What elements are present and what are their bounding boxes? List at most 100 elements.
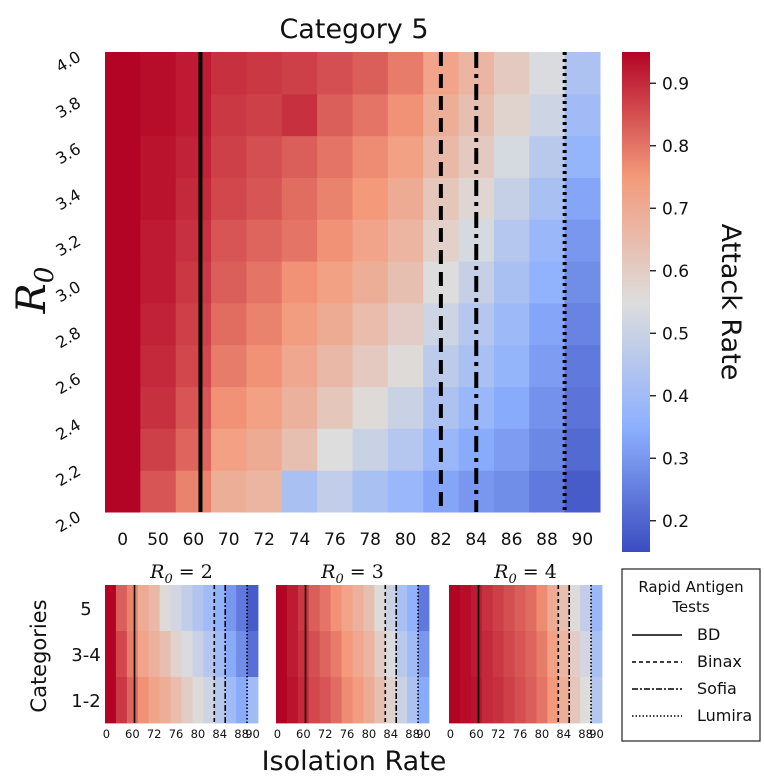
heatmap-cell bbox=[341, 585, 353, 632]
heatmap-cell bbox=[514, 631, 526, 678]
heatmap-cell bbox=[387, 470, 424, 513]
heatmap-cell bbox=[352, 302, 389, 346]
heatmap-cell bbox=[564, 135, 601, 178]
y-tick-label: 4.0 bbox=[52, 47, 84, 76]
x-tick-label: 0 bbox=[447, 727, 454, 741]
small-multiples-x-label: Isolation Rate bbox=[262, 746, 447, 777]
y-tick-label: 2.4 bbox=[52, 415, 84, 444]
x-tick-label: 82 bbox=[430, 530, 452, 550]
heatmap-cell bbox=[459, 631, 472, 678]
heatmap-cell bbox=[374, 631, 386, 678]
heatmap-cell bbox=[341, 631, 353, 678]
heatmap-cell bbox=[396, 631, 408, 678]
heatmap-cell bbox=[211, 93, 247, 137]
heatmap-cell bbox=[481, 631, 494, 678]
heatmap-cell bbox=[564, 219, 601, 262]
heatmap-cell bbox=[246, 135, 283, 178]
main-test-lines bbox=[198, 52, 567, 512]
heatmap-cell bbox=[319, 585, 332, 632]
y-tick-label: 3.8 bbox=[52, 93, 84, 122]
heatmap-cell bbox=[317, 219, 353, 262]
x-tick-label: 80 bbox=[362, 727, 377, 741]
heatmap-cell bbox=[317, 302, 353, 346]
heatmap-cell bbox=[175, 344, 212, 388]
legend-label: BD bbox=[697, 625, 720, 644]
heatmap-cell bbox=[374, 677, 386, 724]
heatmap-cell bbox=[211, 302, 247, 346]
heatmap-cell bbox=[569, 631, 581, 678]
x-tick-label: 72 bbox=[491, 727, 506, 741]
heatmap-cell bbox=[529, 219, 566, 262]
heatmap-cell bbox=[170, 677, 182, 724]
heatmap-cell bbox=[449, 631, 461, 678]
heatmap-cell bbox=[140, 344, 177, 388]
heatmap-cell bbox=[105, 177, 141, 220]
y-tick-label: 2.8 bbox=[52, 323, 84, 352]
heatmap-cell bbox=[281, 302, 318, 346]
panel-title: R0 = 4 bbox=[493, 561, 557, 587]
heatmap-cell bbox=[214, 585, 226, 632]
heatmap-cell bbox=[246, 386, 283, 429]
x-tick-label: 0 bbox=[103, 727, 110, 741]
heatmap-cell bbox=[246, 302, 283, 346]
heatmap-cell bbox=[192, 631, 204, 678]
heatmap-cell bbox=[175, 261, 212, 304]
x-tick-label: 70 bbox=[218, 530, 240, 550]
heatmap-cell bbox=[352, 219, 389, 262]
colorbar-tick-label: 0.5 bbox=[662, 324, 689, 344]
heatmap-cell bbox=[140, 470, 177, 513]
main-y-ticks: 2.02.22.42.62.83.03.23.43.63.84.0 bbox=[52, 47, 84, 536]
y-tick-label: 2.6 bbox=[52, 369, 84, 398]
heatmap-cell bbox=[308, 677, 321, 724]
heatmap-cell bbox=[105, 470, 141, 513]
heatmap-cell bbox=[317, 177, 353, 220]
y-tick-label: 3.4 bbox=[52, 185, 84, 214]
heatmap-cell bbox=[580, 585, 592, 632]
heatmap-cell bbox=[470, 677, 483, 724]
heatmap-cell bbox=[175, 302, 212, 346]
heatmap-cell bbox=[192, 585, 204, 632]
colorbar-tick-label: 0.6 bbox=[662, 262, 689, 282]
heatmap-cell bbox=[175, 219, 212, 262]
heatmap-cell bbox=[564, 302, 601, 346]
heatmap-cell bbox=[352, 470, 389, 513]
heatmap-cell bbox=[126, 631, 139, 678]
heatmap-cell bbox=[236, 631, 248, 678]
colorbar-tick-label: 0.9 bbox=[662, 74, 689, 94]
heatmap-cell bbox=[525, 585, 537, 632]
legend-label: Binax bbox=[697, 652, 742, 671]
main-y-label-subscript: 0 bbox=[30, 267, 60, 284]
heatmap-cell bbox=[481, 585, 494, 632]
heatmap-cell bbox=[126, 677, 139, 724]
heatmap-cell bbox=[225, 585, 237, 632]
heatmap-cell bbox=[281, 386, 318, 429]
heatmap-cell bbox=[418, 631, 430, 678]
x-tick-label: 60 bbox=[469, 727, 484, 741]
heatmap-cell bbox=[308, 585, 321, 632]
x-tick-label: 72 bbox=[318, 727, 333, 741]
heatmap-cell bbox=[297, 631, 310, 678]
y-tick-label: 3.2 bbox=[52, 231, 84, 260]
heatmap-cell bbox=[175, 135, 212, 178]
y-tick-label: 2.0 bbox=[52, 507, 84, 536]
heatmap-cell bbox=[281, 52, 318, 95]
heatmap-cell bbox=[211, 52, 247, 95]
heatmap-cell bbox=[330, 631, 342, 678]
x-tick-label: 76 bbox=[169, 727, 184, 741]
heatmap-cell bbox=[591, 585, 603, 632]
heatmap-cell bbox=[211, 261, 247, 304]
heatmap-cell bbox=[493, 386, 530, 429]
heatmap-cell bbox=[352, 177, 389, 220]
heatmap-cell bbox=[529, 135, 566, 178]
heatmap-cell bbox=[211, 135, 247, 178]
heatmap-cell bbox=[247, 631, 259, 678]
heatmap-cell bbox=[352, 386, 389, 429]
heatmap-cell bbox=[236, 677, 248, 724]
heatmap-cell bbox=[387, 177, 424, 220]
heatmap-cell bbox=[407, 585, 419, 632]
x-tick-label: 88 bbox=[234, 727, 249, 741]
heatmap-cell bbox=[276, 677, 288, 724]
colorbar-tick-label: 0.7 bbox=[662, 199, 689, 219]
